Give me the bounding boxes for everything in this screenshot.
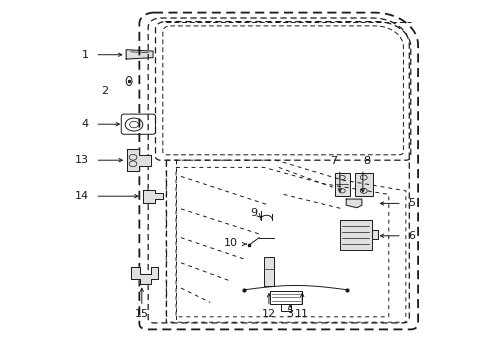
Text: 5: 5 bbox=[407, 198, 414, 208]
Bar bbox=[269, 291, 301, 304]
Text: 4: 4 bbox=[81, 119, 89, 129]
Text: 9: 9 bbox=[250, 208, 257, 218]
Polygon shape bbox=[131, 267, 158, 284]
Bar bbox=[264, 257, 273, 286]
Text: 7: 7 bbox=[329, 156, 337, 166]
Bar bbox=[371, 230, 377, 239]
Polygon shape bbox=[127, 149, 150, 171]
Polygon shape bbox=[126, 50, 153, 59]
Bar bbox=[354, 173, 372, 196]
Text: 15: 15 bbox=[135, 309, 148, 319]
Text: 3: 3 bbox=[286, 309, 293, 319]
Text: 13: 13 bbox=[75, 155, 89, 165]
Text: 2: 2 bbox=[102, 86, 108, 96]
Text: 1: 1 bbox=[82, 50, 89, 60]
Text: 8: 8 bbox=[362, 156, 369, 166]
Polygon shape bbox=[142, 190, 163, 203]
Text: 6: 6 bbox=[407, 231, 414, 241]
Bar bbox=[339, 220, 371, 250]
Bar bbox=[334, 173, 349, 196]
Text: 10: 10 bbox=[224, 238, 238, 248]
Text: 11: 11 bbox=[295, 309, 308, 319]
Text: 12: 12 bbox=[262, 309, 275, 319]
Bar bbox=[281, 304, 290, 311]
Text: 14: 14 bbox=[75, 191, 89, 201]
Polygon shape bbox=[346, 199, 361, 208]
